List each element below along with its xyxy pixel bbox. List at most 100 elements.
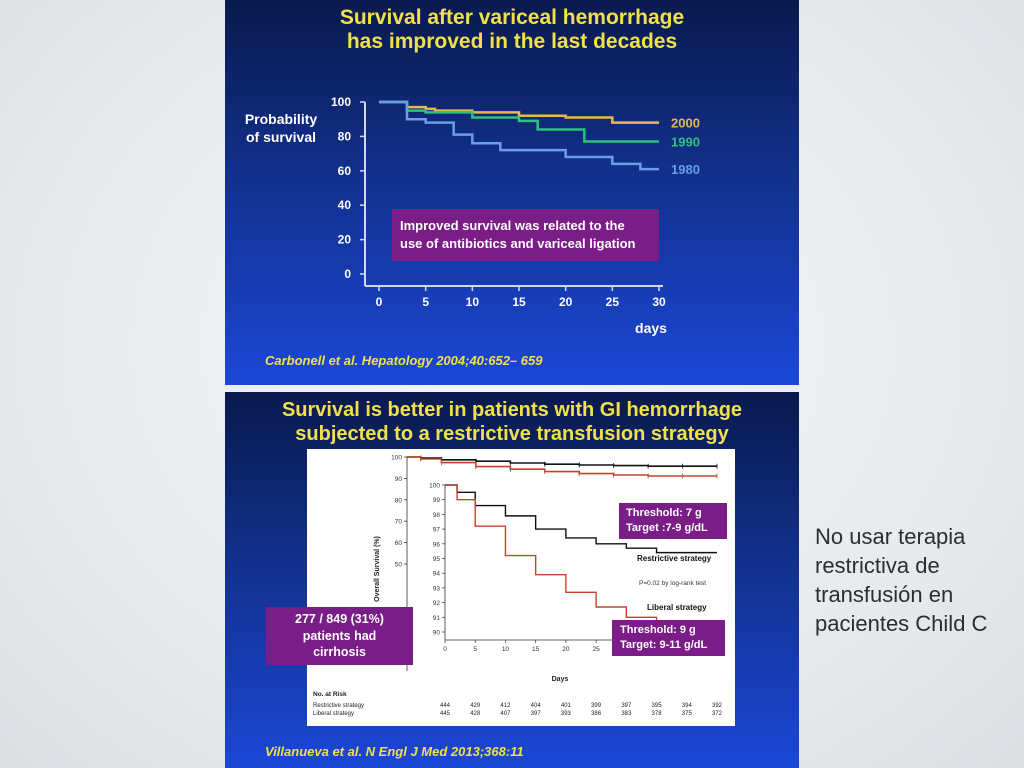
x-tick-label: 10 bbox=[466, 295, 480, 309]
x-tick-label: 25 bbox=[592, 646, 600, 653]
at-risk-value: 401 bbox=[561, 703, 572, 709]
x-tick-label: 0 bbox=[443, 646, 447, 653]
inset-y-tick-label: 92 bbox=[433, 600, 441, 607]
series-line-1980 bbox=[379, 100, 659, 171]
at-risk-value: 429 bbox=[470, 703, 481, 709]
inset-y-tick-label: 96 bbox=[433, 541, 441, 548]
at-risk-value: 444 bbox=[440, 703, 451, 709]
at-risk-value: 397 bbox=[621, 703, 632, 709]
y-axis-label-line-2: of survival bbox=[246, 129, 316, 145]
cirrhosis-line-2: patients had bbox=[302, 628, 377, 643]
y-tick-label: 40 bbox=[338, 198, 352, 212]
at-risk-value: 383 bbox=[621, 711, 632, 717]
at-risk-value: 412 bbox=[500, 703, 511, 709]
at-risk-value: 397 bbox=[531, 711, 542, 717]
legend-label-1990: 1990 bbox=[671, 135, 700, 150]
bottom-slide-title: Survival is better in patients with GI h… bbox=[225, 398, 799, 446]
y-tick-label: 60 bbox=[338, 164, 352, 178]
x-tick-label: 15 bbox=[532, 646, 540, 653]
legend-label-2000: 2000 bbox=[671, 116, 700, 131]
at-risk-value: 375 bbox=[682, 711, 693, 717]
inset-series bbox=[445, 484, 717, 626]
note-line-2: use of antibiotics and variceal ligation bbox=[400, 236, 636, 251]
y-tick-label: 70 bbox=[395, 519, 403, 526]
y-tick-label: 100 bbox=[391, 455, 402, 462]
at-risk-value: 445 bbox=[440, 711, 451, 717]
y-tick-label: 90 bbox=[395, 476, 403, 483]
note-line-1: Improved survival was related to the bbox=[400, 218, 625, 233]
inset-y-tick-label: 95 bbox=[433, 556, 441, 563]
x-axis-label: Days bbox=[552, 676, 569, 683]
at-risk-value: 378 bbox=[652, 711, 663, 717]
inset-series-line-liberal bbox=[445, 484, 717, 626]
x-tick-label: 5 bbox=[422, 295, 429, 309]
nejm-figure: Overall Survival (%) Days 50 60 70 80 90 100 … bbox=[307, 449, 735, 726]
y-tick-label: 20 bbox=[338, 233, 352, 247]
inset-y-tick-label: 100 bbox=[429, 483, 440, 490]
at-risk-row-label: Liberal strategy bbox=[313, 711, 354, 717]
x-tick-label: 0 bbox=[376, 295, 383, 309]
liberal-threshold-box: Threshold: 9 g Target: 9-11 g/dL bbox=[612, 620, 725, 656]
y-tick-label: 100 bbox=[331, 95, 351, 109]
y-axis-label-line-1: Probability bbox=[245, 111, 318, 127]
top-slide-panel: Survival after variceal hemorrhage has i… bbox=[225, 0, 799, 385]
inset-y-tick-label: 98 bbox=[433, 512, 441, 519]
x-tick-label: 5 bbox=[473, 646, 477, 653]
side-note-text: No usar terapia restrictiva de transfusi… bbox=[815, 524, 988, 636]
at-risk-value: 372 bbox=[712, 711, 723, 717]
y-tick-label: 80 bbox=[338, 129, 352, 143]
top-title-line-1: Survival after variceal hemorrhage bbox=[339, 6, 685, 29]
restrictive-strategy-label: Restrictive strategy bbox=[637, 554, 712, 563]
y-axis-label: Overall Survival (%) bbox=[374, 536, 381, 602]
at-risk-value: 392 bbox=[712, 703, 723, 709]
at-risk-value: 407 bbox=[500, 711, 511, 717]
legend-label-1980: 1980 bbox=[671, 162, 700, 177]
inset-series-line-restrictive bbox=[445, 484, 717, 554]
liberal-strategy-label: Liberal strategy bbox=[647, 603, 707, 612]
at-risk-row-label: Restrictive strategy bbox=[313, 703, 364, 709]
y-tick-label: 80 bbox=[395, 497, 403, 504]
at-risk-value: 394 bbox=[682, 703, 693, 709]
restrictive-threshold-line-2: Target :7-9 g/dL bbox=[626, 522, 708, 534]
y-tick-label: 50 bbox=[395, 562, 403, 569]
bottom-slide-panel: Survival is better in patients with GI h… bbox=[225, 392, 799, 768]
top-title-line-2: has improved in the last decades bbox=[346, 30, 678, 53]
x-tick-label: 25 bbox=[606, 295, 620, 309]
at-risk-header: No. at Risk bbox=[313, 691, 347, 698]
inset-y-tick-label: 94 bbox=[433, 571, 441, 578]
x-tick-label: 20 bbox=[562, 646, 570, 653]
chart-series bbox=[379, 100, 659, 171]
liberal-threshold-line-1: Threshold: 9 g bbox=[620, 624, 696, 636]
main-series bbox=[407, 455, 718, 479]
cirrhosis-line-1: 277 / 849 (31%) bbox=[295, 612, 384, 626]
liberal-threshold-line-2: Target: 9-11 g/dL bbox=[620, 639, 708, 651]
inset-y-tick-label: 93 bbox=[433, 585, 441, 592]
cirrhosis-box: 277 / 849 (31%) patients had cirrhosis bbox=[266, 607, 413, 665]
cirrhosis-line-3: cirrhosis bbox=[313, 645, 366, 659]
antibiotics-note: Improved survival was related to the use… bbox=[392, 209, 659, 261]
inset-y-tick-label: 99 bbox=[433, 497, 441, 504]
inset-y-tick-label: 97 bbox=[433, 527, 441, 534]
at-risk-table: No. at Risk Restrictive strategy 444 429 412… bbox=[313, 691, 723, 717]
x-tick-label: 10 bbox=[502, 646, 510, 653]
at-risk-value: 395 bbox=[652, 703, 663, 709]
bottom-title-line-1: Survival is better in patients with GI h… bbox=[281, 399, 743, 421]
inset-y-tick-label: 90 bbox=[433, 630, 441, 637]
y-tick-label: 0 bbox=[344, 267, 351, 281]
chart-legend: 2000 1990 1980 bbox=[671, 116, 700, 177]
p-value-annotation: P=0.02 by log-rank test bbox=[639, 580, 706, 587]
top-slide-title: Survival after variceal hemorrhage has i… bbox=[225, 6, 799, 54]
at-risk-value: 404 bbox=[531, 703, 542, 709]
inset-y-tick-label: 91 bbox=[433, 615, 441, 622]
bottom-title-line-2: subjected to a restrictive transfusion s… bbox=[295, 423, 729, 445]
at-risk-value: 399 bbox=[591, 703, 602, 709]
chart-axes: 0 20 40 60 80 100 0 5 10 15 20 25 30 bbox=[331, 95, 666, 309]
x-axis-label: days bbox=[635, 320, 667, 336]
series-line-restrictive bbox=[407, 456, 717, 467]
y-tick-label: 60 bbox=[395, 540, 403, 547]
restrictive-threshold-box: Threshold: 7 g Target :7-9 g/dL bbox=[619, 503, 727, 539]
at-risk-value: 428 bbox=[470, 711, 481, 717]
survival-chart-transfusion: Overall Survival (%) Days 5060708090100 … bbox=[313, 455, 723, 718]
top-citation: Carbonell et al. Hepatology 2004;40:652–… bbox=[265, 353, 543, 368]
restrictive-threshold-line-1: Threshold: 7 g bbox=[626, 507, 702, 519]
